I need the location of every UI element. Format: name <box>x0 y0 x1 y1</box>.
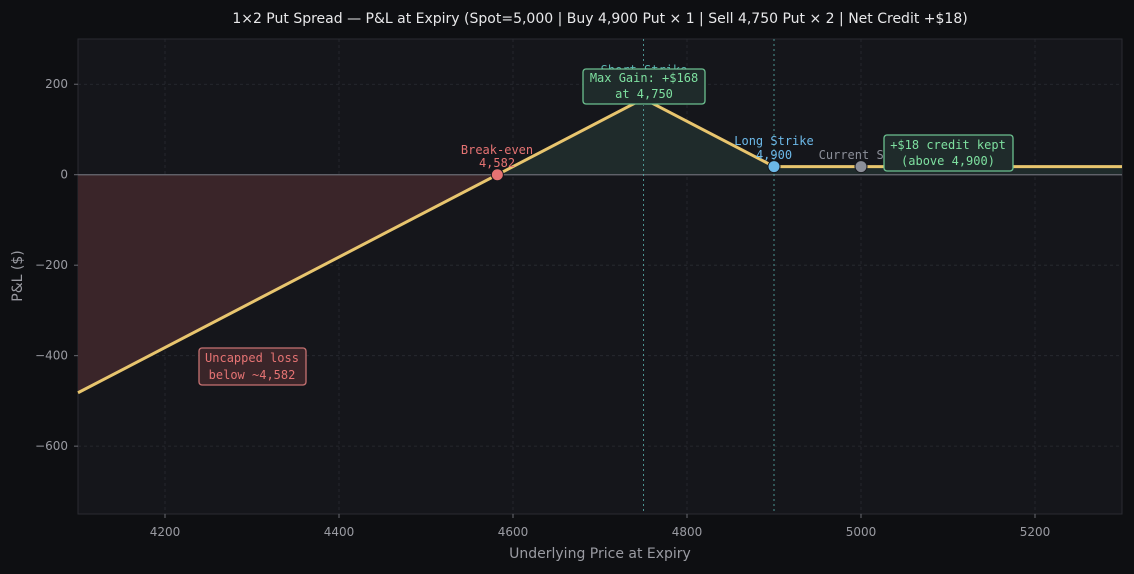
breakeven-label: Break-even <box>461 143 533 157</box>
credit-label: +$18 credit kept <box>890 138 1006 152</box>
x-tick-label: 5000 <box>846 525 877 539</box>
y-tick-label: 0 <box>60 168 68 182</box>
reference-lines <box>643 39 775 514</box>
long-strike-label: Long Strike <box>734 134 813 148</box>
x-axis-label: Underlying Price at Expiry <box>509 546 691 562</box>
x-axis-ticks: 4200 4400 4600 4800 5000 5200 <box>150 514 1051 539</box>
breakeven-marker <box>490 168 504 182</box>
y-tick-label: −600 <box>35 439 68 453</box>
max-gain-box <box>582 68 706 105</box>
y-axis-ticks: 200 0 −200 −400 −600 <box>35 77 78 453</box>
x-tick-label: 4400 <box>324 525 355 539</box>
y-axis-label: P&L ($) <box>10 250 26 301</box>
loss-note: below ~4,582 <box>209 368 296 382</box>
long-strike-marker <box>767 160 781 174</box>
x-tick-label: 4600 <box>498 525 529 539</box>
loss-box <box>198 347 307 386</box>
y-tick-label: 200 <box>45 77 68 91</box>
credit-note: (above 4,900) <box>901 154 995 168</box>
x-tick-label: 4800 <box>672 525 703 539</box>
chart-title: 1×2 Put Spread — P&L at Expiry (Spot=5,0… <box>232 11 967 27</box>
annotations: Break-even 4,582 Short Strike Max Gain: … <box>198 63 1014 386</box>
y-tick-label: −200 <box>35 258 68 272</box>
x-tick-label: 4200 <box>150 525 181 539</box>
loss-label: Uncapped loss <box>205 351 299 365</box>
gain-area <box>497 98 1123 175</box>
breakeven-value: 4,582 <box>479 156 515 170</box>
x-tick-label: 5200 <box>1020 525 1051 539</box>
max-gain-location: at 4,750 <box>615 87 673 101</box>
credit-box <box>883 134 1014 172</box>
spot-marker <box>854 160 868 174</box>
y-tick-label: −400 <box>35 349 68 363</box>
long-strike-value: 4,900 <box>756 148 792 162</box>
max-gain-label: Max Gain: +$168 <box>590 71 698 85</box>
